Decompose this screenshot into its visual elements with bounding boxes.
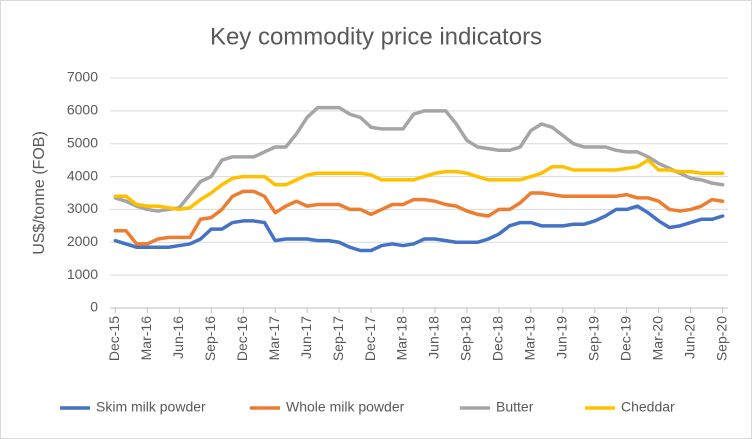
x-tick-label: Dec-18 xyxy=(490,316,506,361)
legend-label: Skim milk powder xyxy=(96,399,206,415)
x-tick-label: Mar-19 xyxy=(522,316,538,361)
x-tick-label: Jun-19 xyxy=(554,316,570,359)
x-tick-label: Dec-19 xyxy=(617,316,633,361)
y-axis-title: US$/tonne (FOB) xyxy=(31,131,48,255)
x-tick-label: Jun-18 xyxy=(426,316,442,359)
series-line xyxy=(113,158,725,212)
x-tick-label: Sep-19 xyxy=(586,316,602,361)
y-tick-label: 7000 xyxy=(67,69,98,85)
x-tick-label: Dec-16 xyxy=(234,316,250,361)
series-line xyxy=(113,204,725,253)
series-line xyxy=(113,105,725,213)
y-tick-label: 2000 xyxy=(67,233,98,249)
x-tick-label: Mar-17 xyxy=(266,316,282,361)
x-tick-label: Sep-20 xyxy=(713,316,729,361)
chart-title: Key commodity price indicators xyxy=(210,23,542,50)
x-tick-label: Sep-16 xyxy=(202,316,218,361)
y-tick-label: 5000 xyxy=(67,134,98,150)
x-tick-label: Jun-17 xyxy=(298,316,314,359)
series-line xyxy=(113,189,725,246)
x-tick-label: Mar-16 xyxy=(138,316,154,361)
x-tick-label: Mar-18 xyxy=(394,316,410,361)
x-tick-label: Jun-16 xyxy=(170,316,186,359)
y-tick-label: 1000 xyxy=(67,266,98,282)
x-tick-label: Dec-17 xyxy=(362,316,378,361)
y-tick-label: 6000 xyxy=(67,102,98,118)
x-tick-label: Sep-17 xyxy=(330,316,346,361)
y-tick-label: 0 xyxy=(90,299,98,315)
y-tick-label: 3000 xyxy=(67,200,98,216)
x-tick-label: Jun-20 xyxy=(681,316,697,359)
legend-label: Cheddar xyxy=(621,399,675,415)
legend-label: Butter xyxy=(496,399,534,415)
x-tick-label: Dec-15 xyxy=(106,316,122,361)
y-tick-label: 4000 xyxy=(67,167,98,183)
x-tick-label: Mar-20 xyxy=(649,316,665,361)
x-tick-label: Sep-18 xyxy=(458,316,474,361)
legend-label: Whole milk powder xyxy=(286,399,405,415)
